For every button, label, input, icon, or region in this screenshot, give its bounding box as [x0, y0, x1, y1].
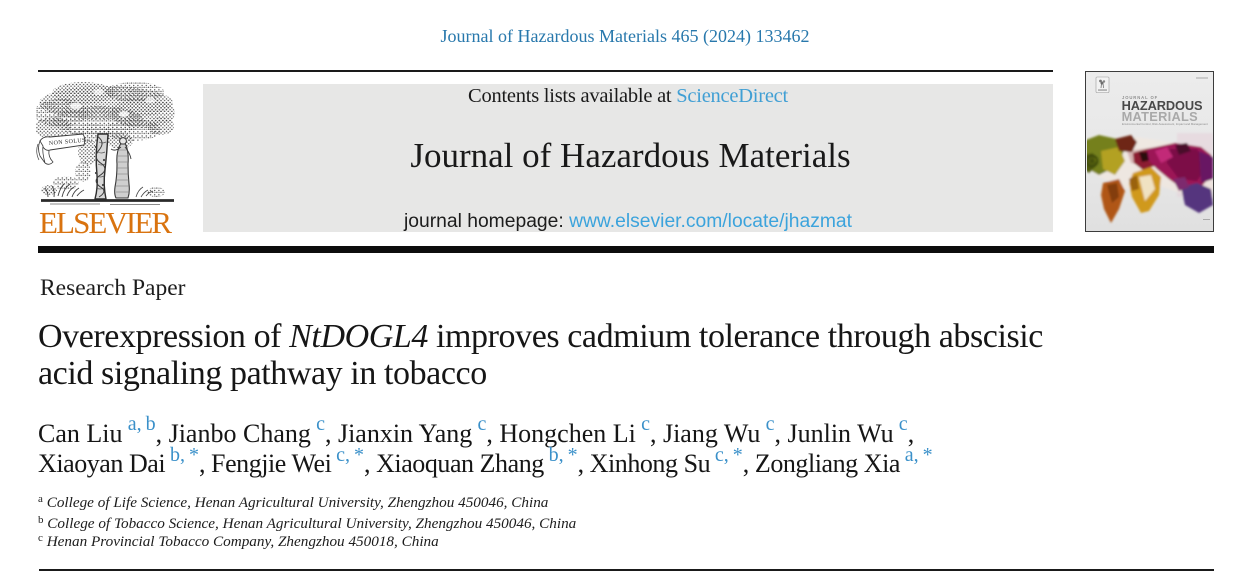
svg-text:HAZARDOUS: HAZARDOUS	[1121, 98, 1202, 113]
svg-text:JOURNAL OF: JOURNAL OF	[1122, 95, 1158, 100]
svg-text:NON SOLUS: NON SOLUS	[49, 138, 86, 147]
svg-text:MATERIALS: MATERIALS	[1121, 109, 1198, 124]
svg-text:Environmental Control, Risk As: Environmental Control, Risk Assessment, …	[1122, 121, 1208, 125]
